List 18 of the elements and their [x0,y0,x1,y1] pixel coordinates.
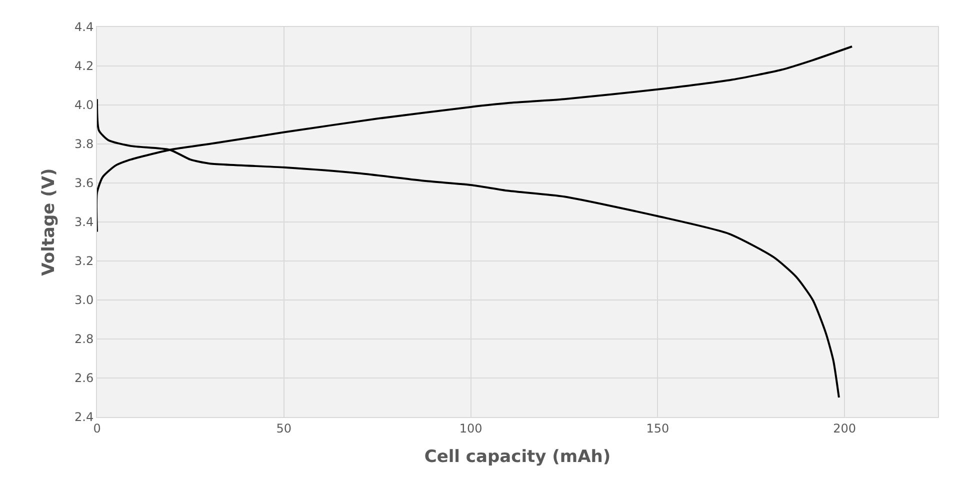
y-tick-label: 3.0 [74,293,94,308]
x-axis-title: Cell capacity (mAh) [424,446,611,467]
y-tick-label: 4.0 [74,98,94,112]
x-tick-label: 100 [459,421,482,436]
y-tick-label: 3.4 [74,215,94,230]
x-tick-label: 50 [276,421,292,436]
y-tick-label: 2.4 [74,410,94,424]
y-tick-label: 2.6 [74,371,94,386]
y-tick-label: 4.4 [74,20,94,34]
x-tick-label: 200 [833,421,856,436]
y-tick-label: 4.2 [74,59,94,74]
y-tick-label: 3.6 [74,176,94,190]
y-axis-title: Voltage (V) [39,168,60,276]
x-tick-label: 0 [93,421,101,436]
x-tick-label: 150 [646,421,670,436]
y-tick-label: 3.8 [74,137,94,152]
y-tick-label: 3.2 [74,254,94,268]
y-tick-label: 2.8 [74,332,94,346]
